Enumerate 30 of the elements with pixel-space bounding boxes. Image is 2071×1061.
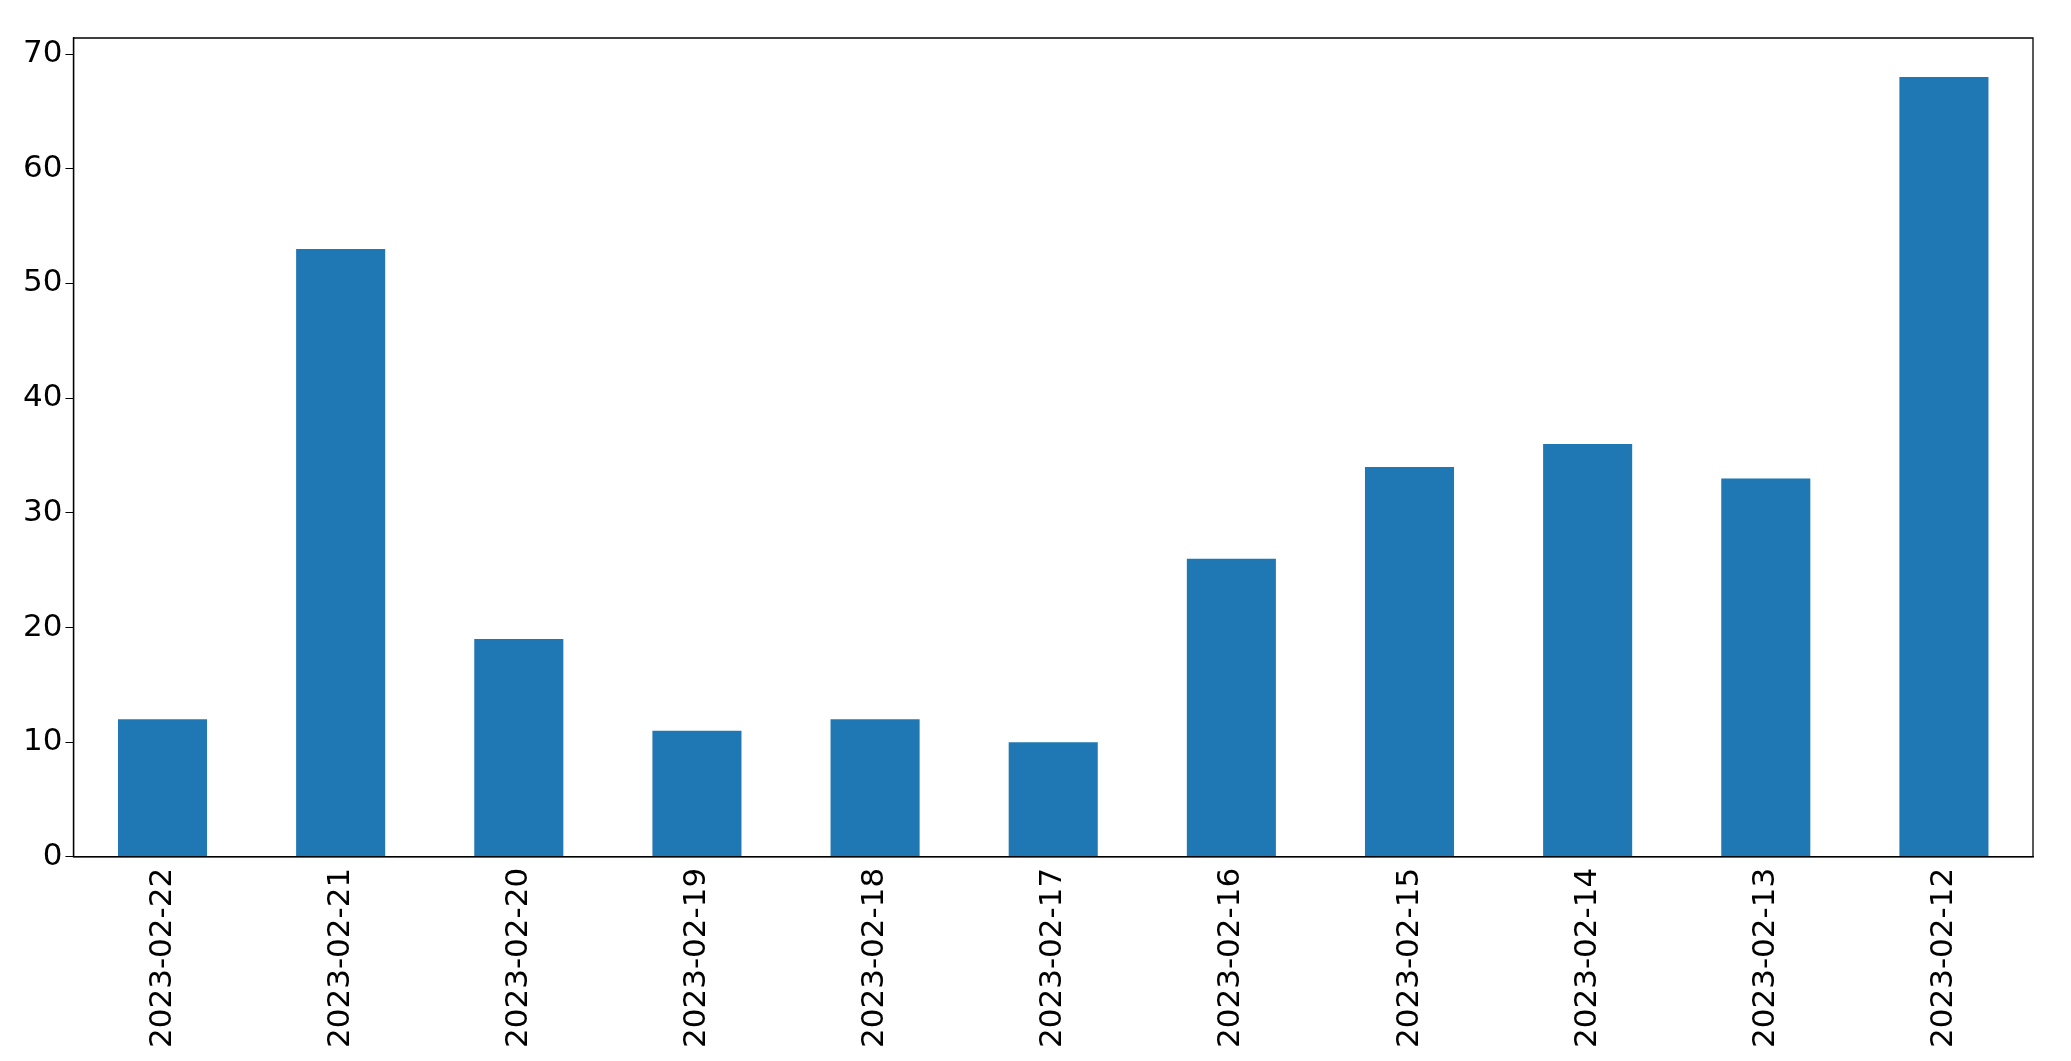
x-tick-label: 2023-02-14 [1566, 867, 1603, 1049]
bar [1899, 76, 1989, 857]
x-tick-label: 2023-02-18 [854, 867, 891, 1049]
x-tick-label: 2023-02-20 [497, 867, 534, 1049]
y-tick-label: 20 [22, 606, 63, 643]
y-tick-label: 50 [22, 262, 63, 299]
x-tick-label: 2023-02-17 [1032, 867, 1069, 1049]
bar [117, 719, 208, 857]
bar [1186, 558, 1276, 857]
y-tick-label: 30 [22, 491, 63, 528]
x-tick-label: 2023-02-22 [141, 867, 178, 1049]
bar [296, 249, 386, 857]
bar [1008, 742, 1098, 857]
y-tick-label: 40 [22, 377, 63, 414]
bar [1364, 466, 1455, 857]
bar [474, 638, 564, 857]
x-tick-label: 2023-02-21 [319, 867, 356, 1049]
y-tick-label: 10 [22, 721, 63, 758]
bar [1543, 443, 1633, 857]
x-tick-label: 2023-02-12 [1922, 867, 1959, 1049]
y-tick-label: 60 [22, 147, 63, 184]
bar [830, 719, 920, 857]
y-tick-label: 70 [22, 33, 63, 70]
x-tick-label: 2023-02-13 [1744, 867, 1781, 1049]
y-tick-label: 0 [42, 835, 63, 872]
bar [652, 730, 742, 857]
x-tick-label: 2023-02-16 [1210, 867, 1247, 1049]
x-tick-label: 2023-02-19 [675, 867, 712, 1049]
bar [1721, 478, 1811, 857]
x-tick-label: 2023-02-15 [1388, 867, 1425, 1049]
